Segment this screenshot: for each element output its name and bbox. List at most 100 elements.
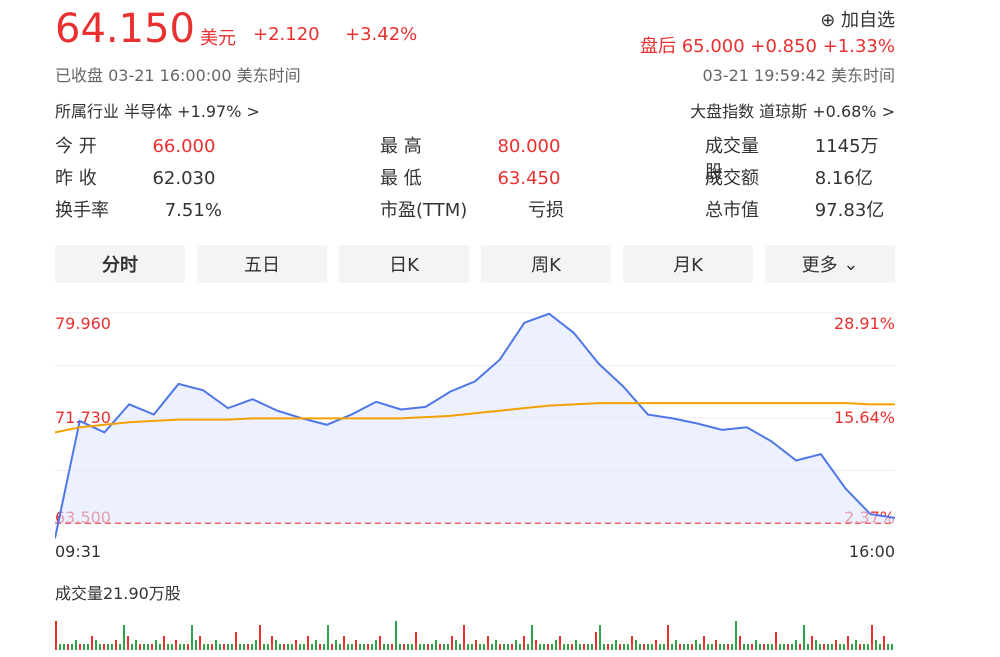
volume-bar bbox=[303, 644, 305, 650]
volume-bar bbox=[595, 632, 597, 650]
volume-bar bbox=[723, 644, 725, 650]
volume-bar bbox=[219, 644, 221, 650]
intraday-chart[interactable]: 79.96071.73063.50028.91%15.64%2.37%09:31… bbox=[54, 303, 896, 563]
volume-bar bbox=[279, 644, 281, 650]
volume-bar bbox=[751, 644, 753, 650]
stat-value: 亏损 bbox=[527, 200, 564, 221]
volume-bar bbox=[283, 644, 285, 650]
volume-bar bbox=[539, 644, 541, 650]
tab-5day[interactable]: 五日 bbox=[197, 245, 327, 283]
volume-bar bbox=[207, 644, 209, 650]
x-tick-label: 09:31 bbox=[55, 542, 101, 561]
y-tick-left: 79.960 bbox=[55, 314, 111, 333]
stats-grid: 今 开 66.000 最 高 80.000 成交量 1145万股 昨 收 62.… bbox=[55, 132, 895, 227]
chart-tabs: 分时 五日 日K 周K 月K 更多 ⌄ bbox=[55, 245, 895, 283]
stat-value: 66.000 bbox=[152, 136, 216, 157]
volume-bar bbox=[103, 644, 105, 650]
volume-bar bbox=[371, 644, 373, 650]
volume-bar bbox=[527, 644, 529, 650]
tab-daily-k[interactable]: 日K bbox=[339, 245, 469, 283]
volume-bar bbox=[111, 644, 113, 650]
tab-more[interactable]: 更多 ⌄ bbox=[765, 245, 895, 283]
volume-bar bbox=[499, 644, 501, 650]
volume-bar bbox=[379, 636, 381, 650]
volume-bar bbox=[603, 644, 605, 650]
volume-bar bbox=[551, 644, 553, 650]
volume-bar bbox=[479, 644, 481, 650]
volume-bar bbox=[151, 644, 153, 650]
tab-weekly-k[interactable]: 周K bbox=[481, 245, 611, 283]
volume-bar bbox=[859, 644, 861, 650]
volume-bar bbox=[427, 644, 429, 650]
volume-bar bbox=[363, 644, 365, 650]
volume-bar bbox=[131, 644, 133, 650]
volume-bar bbox=[619, 644, 621, 650]
volume-bar bbox=[235, 632, 237, 650]
volume-bar bbox=[67, 644, 69, 650]
volume-bar bbox=[671, 644, 673, 650]
stat-label: 最 低 bbox=[380, 168, 422, 189]
add-watchlist-button[interactable]: ⊕ 加自选 bbox=[820, 10, 895, 31]
volume-bar bbox=[367, 644, 369, 650]
volume-bar bbox=[351, 644, 353, 650]
volume-bar bbox=[799, 644, 801, 650]
volume-bar bbox=[779, 644, 781, 650]
volume-bar bbox=[163, 636, 165, 650]
volume-bar bbox=[563, 644, 565, 650]
tab-intraday[interactable]: 分时 bbox=[55, 245, 185, 283]
volume-bar bbox=[127, 636, 129, 650]
volume-bar bbox=[571, 644, 573, 650]
volume-bar bbox=[199, 636, 201, 650]
tab-monthly-k[interactable]: 月K bbox=[623, 245, 753, 283]
volume-bar bbox=[675, 640, 677, 650]
volume-bar bbox=[611, 644, 613, 650]
chart-svg: 79.96071.73063.50028.91%15.64%2.37%09:31… bbox=[54, 312, 896, 561]
volume-bar bbox=[443, 644, 445, 650]
volume-bar bbox=[739, 636, 741, 650]
volume-bar bbox=[771, 644, 773, 650]
volume-panel: 成交量21.90万股 bbox=[55, 580, 895, 650]
volume-bar bbox=[491, 644, 493, 650]
volume-bar bbox=[291, 644, 293, 650]
volume-bar bbox=[651, 644, 653, 650]
volume-bar bbox=[435, 640, 437, 650]
volume-bar bbox=[395, 621, 397, 650]
volume-bar bbox=[263, 644, 265, 650]
stat-value: 97.83亿 bbox=[814, 200, 885, 221]
volume-bar bbox=[63, 644, 65, 650]
volume-bar bbox=[187, 644, 189, 650]
volume-bar bbox=[75, 640, 77, 650]
volume-bar bbox=[383, 644, 385, 650]
volume-bar bbox=[423, 644, 425, 650]
volume-bar bbox=[135, 640, 137, 650]
volume-bar bbox=[579, 644, 581, 650]
volume-bar bbox=[591, 644, 593, 650]
volume-title: 成交量21.90万股 bbox=[55, 584, 181, 603]
volume-bar bbox=[587, 644, 589, 650]
volume-bar bbox=[179, 644, 181, 650]
after-hours: 盘后 65.000 +0.850 +1.33% bbox=[639, 36, 895, 57]
volume-bar bbox=[355, 640, 357, 650]
volume-bar bbox=[147, 644, 149, 650]
stat-label: 最 高 bbox=[380, 136, 422, 157]
index-link[interactable]: 大盘指数 道琼斯 +0.68% > bbox=[690, 102, 895, 121]
x-tick-label: 16:00 bbox=[849, 542, 895, 561]
volume-bar bbox=[855, 640, 857, 650]
volume-bar bbox=[323, 644, 325, 650]
volume-bar bbox=[643, 644, 645, 650]
volume-bar bbox=[55, 621, 57, 650]
stat-label: 换手率 bbox=[55, 200, 109, 221]
volume-bar bbox=[223, 644, 225, 650]
stat-label: 昨 收 bbox=[55, 168, 97, 189]
stat-turnover: 成交额 8.16亿 bbox=[705, 164, 873, 190]
volume-bar bbox=[83, 644, 85, 650]
volume-bar bbox=[663, 644, 665, 650]
volume-bar bbox=[487, 636, 489, 650]
volume-bar bbox=[315, 640, 317, 650]
volume-bar bbox=[119, 644, 121, 650]
industry-link[interactable]: 所属行业 半导体 +1.97% > bbox=[55, 102, 260, 121]
stat-label: 市盈(TTM) bbox=[380, 200, 468, 221]
volume-bar bbox=[787, 644, 789, 650]
volume-bar bbox=[431, 644, 433, 650]
